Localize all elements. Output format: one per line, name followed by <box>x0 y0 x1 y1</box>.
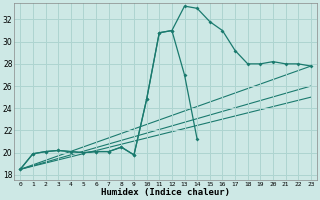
X-axis label: Humidex (Indice chaleur): Humidex (Indice chaleur) <box>101 188 230 197</box>
